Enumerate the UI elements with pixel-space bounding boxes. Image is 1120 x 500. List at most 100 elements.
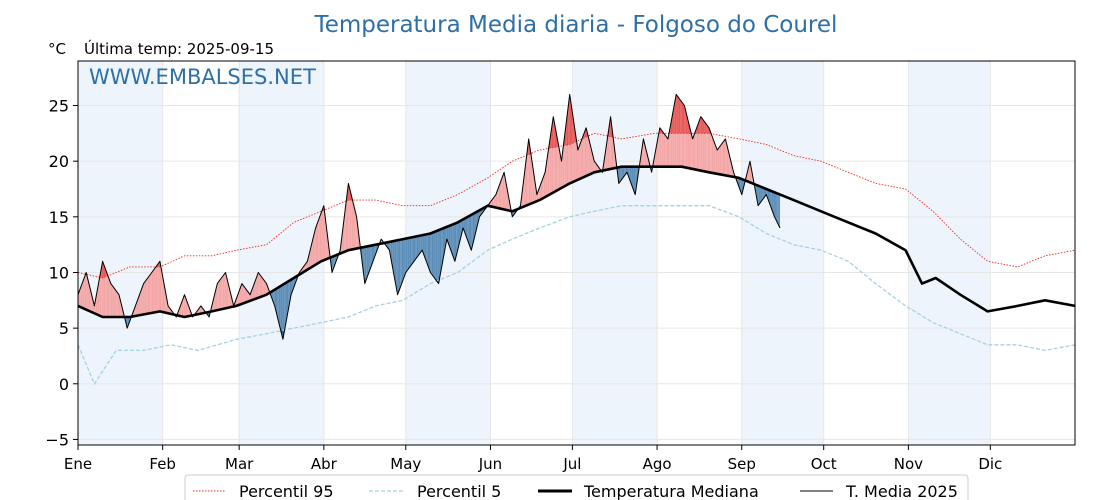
above-median-fill — [218, 279, 221, 310]
above-median-fill — [696, 124, 699, 171]
above-median-fill — [669, 124, 671, 167]
above-p95-fill — [569, 94, 572, 145]
above-median-fill — [247, 291, 249, 302]
below-median-fill — [464, 217, 466, 236]
below-median-fill — [452, 224, 454, 258]
below-median-fill — [633, 166, 636, 195]
below-median-fill — [445, 226, 447, 247]
above-median-fill — [749, 161, 752, 183]
above-p95-fill — [704, 122, 707, 134]
below-median-fill — [433, 231, 435, 279]
above-median-fill — [711, 135, 714, 174]
above-median-fill — [140, 287, 143, 315]
above-median-fill — [692, 135, 694, 170]
above-median-fill — [691, 133, 693, 169]
below-median-fill — [469, 214, 472, 251]
above-median-fill — [266, 283, 268, 295]
above-median-fill — [613, 138, 615, 169]
below-median-fill — [467, 216, 469, 243]
below-median-fill — [741, 178, 744, 195]
above-median-fill — [663, 133, 666, 167]
above-median-fill — [528, 138, 531, 205]
line-percentil-95 — [77, 132, 1076, 279]
above-median-fill — [151, 270, 154, 313]
below-median-fill — [468, 215, 470, 247]
line-percentil-5 — [77, 205, 1076, 386]
above-p95-fill — [703, 120, 705, 134]
above-median-fill — [494, 194, 496, 208]
above-median-fill — [580, 138, 582, 179]
below-median-fill — [774, 192, 776, 219]
above-median-fill — [719, 144, 722, 175]
below-median-fill — [426, 234, 428, 266]
above-median-fill — [725, 138, 727, 176]
chart-title: Temperatura Media diaria - Folgoso do Co… — [314, 12, 838, 38]
below-median-fill — [286, 281, 289, 317]
above-median-fill — [306, 261, 308, 271]
below-median-fill — [422, 234, 424, 254]
above-median-fill — [224, 272, 226, 309]
above-p95-fill — [102, 261, 104, 279]
below-median-fill — [367, 246, 369, 277]
y-tick-label: −5 — [45, 430, 69, 449]
below-median-fill — [760, 186, 763, 202]
above-p95-fill — [702, 118, 704, 134]
above-median-fill — [110, 283, 113, 317]
below-median-fill — [428, 233, 431, 273]
below-median-fill — [770, 190, 772, 210]
above-median-fill — [322, 205, 324, 261]
above-median-fill — [607, 125, 610, 170]
below-median-fill — [285, 282, 287, 325]
above-median-fill — [98, 276, 100, 316]
y-tick-label: 25 — [49, 97, 69, 116]
below-median-fill — [450, 224, 453, 254]
above-median-fill — [221, 276, 223, 310]
anomaly-fills — [78, 94, 780, 340]
below-median-fill — [771, 191, 774, 214]
above-median-fill — [502, 172, 505, 210]
below-median-fill — [277, 287, 279, 323]
above-median-fill — [158, 261, 160, 312]
above-median-fill — [150, 272, 152, 314]
above-median-fill — [116, 291, 118, 317]
x-tick-label-may: May — [390, 455, 421, 473]
above-median-fill — [147, 276, 150, 314]
above-median-fill — [106, 272, 109, 317]
above-median-fill — [706, 124, 708, 173]
x-tick-label-ago: Ago — [643, 455, 672, 473]
month-bands — [78, 61, 991, 445]
below-median-fill — [465, 217, 468, 240]
above-median-fill — [661, 129, 663, 167]
above-median-fill — [108, 276, 110, 317]
y-tick-label: 5 — [59, 319, 69, 338]
above-median-fill — [215, 283, 218, 311]
above-median-fill — [321, 209, 323, 262]
below-median-fill — [449, 225, 451, 251]
below-median-fill — [457, 221, 460, 251]
above-median-fill — [99, 268, 102, 317]
x-tick-label-feb: Feb — [149, 455, 176, 473]
above-median-fill — [88, 283, 91, 312]
watermark: WWW.EMBALSES.NET — [89, 65, 316, 89]
above-median-fill — [728, 150, 730, 177]
above-median-fill — [117, 292, 119, 317]
x-tick-label-dic: Dic — [978, 455, 1002, 473]
above-median-fill — [114, 289, 117, 317]
above-median-fill — [159, 261, 162, 312]
below-median-fill — [437, 230, 439, 284]
above-median-fill — [713, 138, 715, 174]
above-median-fill — [493, 196, 495, 208]
above-median-fill — [84, 272, 87, 310]
below-median-fill — [627, 166, 629, 177]
above-median-fill — [530, 148, 532, 205]
below-median-fill — [412, 236, 414, 264]
above-median-fill — [105, 268, 107, 317]
above-median-fill — [213, 294, 215, 312]
above-median-fill — [146, 278, 148, 314]
above-median-fill — [154, 266, 156, 313]
below-median-fill — [439, 229, 442, 277]
above-median-fill — [236, 294, 238, 306]
below-median-fill — [370, 245, 372, 269]
above-median-fill — [353, 205, 356, 250]
